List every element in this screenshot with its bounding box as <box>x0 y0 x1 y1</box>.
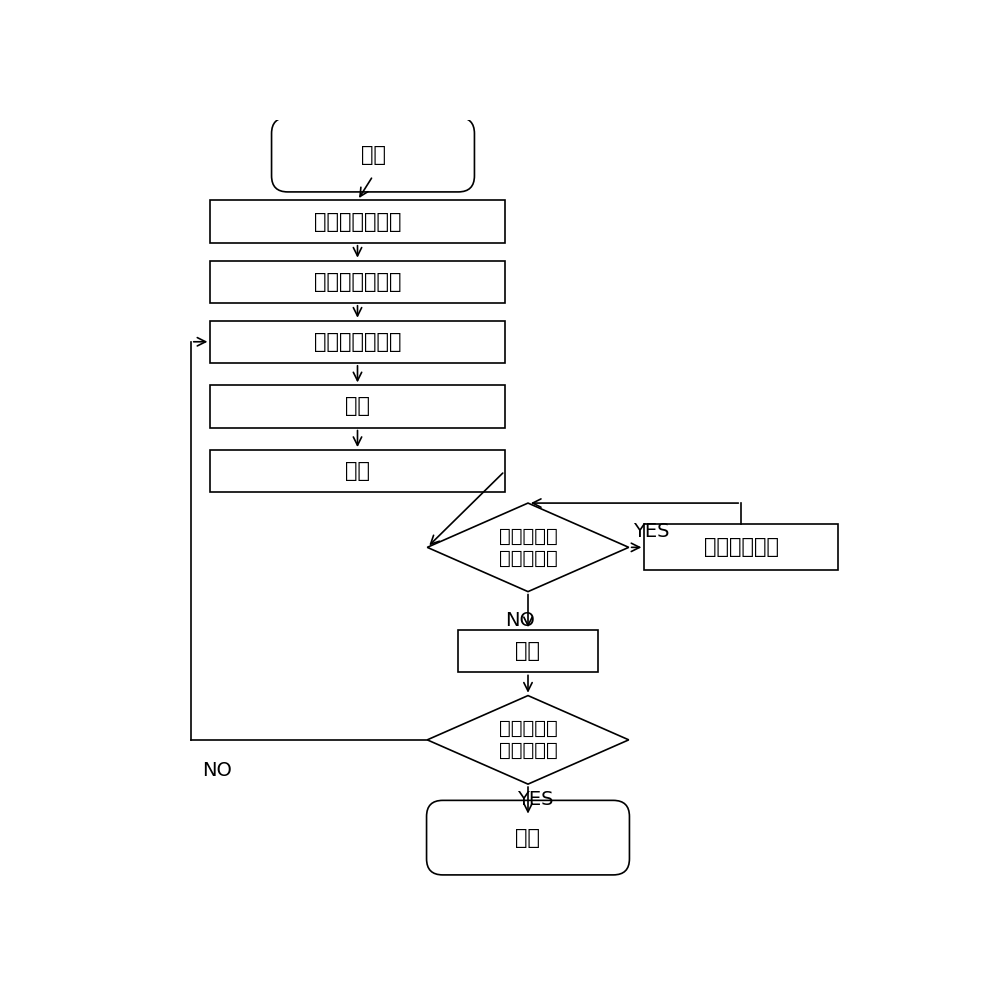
FancyBboxPatch shape <box>272 117 474 192</box>
Bar <box>210 321 505 363</box>
Text: NO: NO <box>202 761 232 780</box>
Text: 变异: 变异 <box>516 641 540 661</box>
Bar <box>210 200 505 243</box>
Polygon shape <box>427 696 629 784</box>
Bar <box>644 524 838 570</box>
Text: 个体适应度计算: 个体适应度计算 <box>314 272 401 292</box>
FancyBboxPatch shape <box>427 800 629 875</box>
Bar <box>210 385 505 428</box>
Text: 进行二次杂交: 进行二次杂交 <box>704 537 779 557</box>
Text: YES: YES <box>518 790 554 809</box>
Bar <box>210 261 505 303</box>
Polygon shape <box>427 503 629 592</box>
Text: 开始: 开始 <box>360 145 386 165</box>
Bar <box>210 450 505 492</box>
Text: 杂交: 杂交 <box>345 461 370 481</box>
Text: 产生出初始种群: 产生出初始种群 <box>314 212 401 232</box>
Text: NO: NO <box>505 611 535 630</box>
Text: 结束: 结束 <box>516 828 540 848</box>
Text: 是否达到算
法终止条件: 是否达到算 法终止条件 <box>499 719 557 760</box>
Text: 查找是否存
在致死基因: 查找是否存 在致死基因 <box>499 527 557 568</box>
Bar <box>458 630 598 672</box>
Text: 保留最优秀个体: 保留最优秀个体 <box>314 332 401 352</box>
Text: 选择: 选择 <box>345 396 370 416</box>
Text: YES: YES <box>633 522 669 541</box>
